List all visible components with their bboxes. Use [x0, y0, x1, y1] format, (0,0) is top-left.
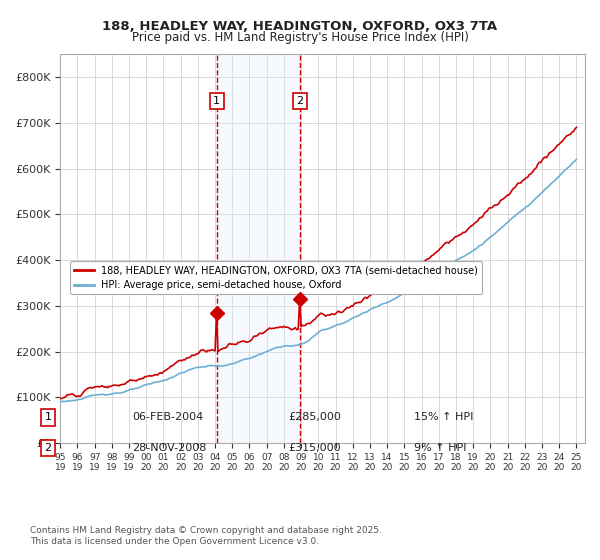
Legend: 188, HEADLEY WAY, HEADINGTON, OXFORD, OX3 7TA (semi-detached house), HPI: Averag: 188, HEADLEY WAY, HEADINGTON, OXFORD, OX… [70, 262, 482, 294]
Text: Contains HM Land Registry data © Crown copyright and database right 2025.
This d: Contains HM Land Registry data © Crown c… [30, 526, 382, 546]
Text: 1: 1 [213, 96, 220, 106]
Text: 06-FEB-2004: 06-FEB-2004 [132, 412, 203, 422]
Text: £285,000: £285,000 [288, 412, 341, 422]
Text: £315,000: £315,000 [288, 443, 341, 453]
Text: 2: 2 [44, 443, 52, 453]
Bar [217, 54, 300, 443]
Text: Price paid vs. HM Land Registry's House Price Index (HPI): Price paid vs. HM Land Registry's House … [131, 31, 469, 44]
Text: 15% ↑ HPI: 15% ↑ HPI [414, 412, 473, 422]
Text: 2: 2 [296, 96, 303, 106]
Text: 28-NOV-2008: 28-NOV-2008 [132, 443, 206, 453]
Text: 188, HEADLEY WAY, HEADINGTON, OXFORD, OX3 7TA: 188, HEADLEY WAY, HEADINGTON, OXFORD, OX… [103, 20, 497, 32]
Text: 1: 1 [44, 412, 52, 422]
Text: 9% ↑ HPI: 9% ↑ HPI [414, 443, 467, 453]
